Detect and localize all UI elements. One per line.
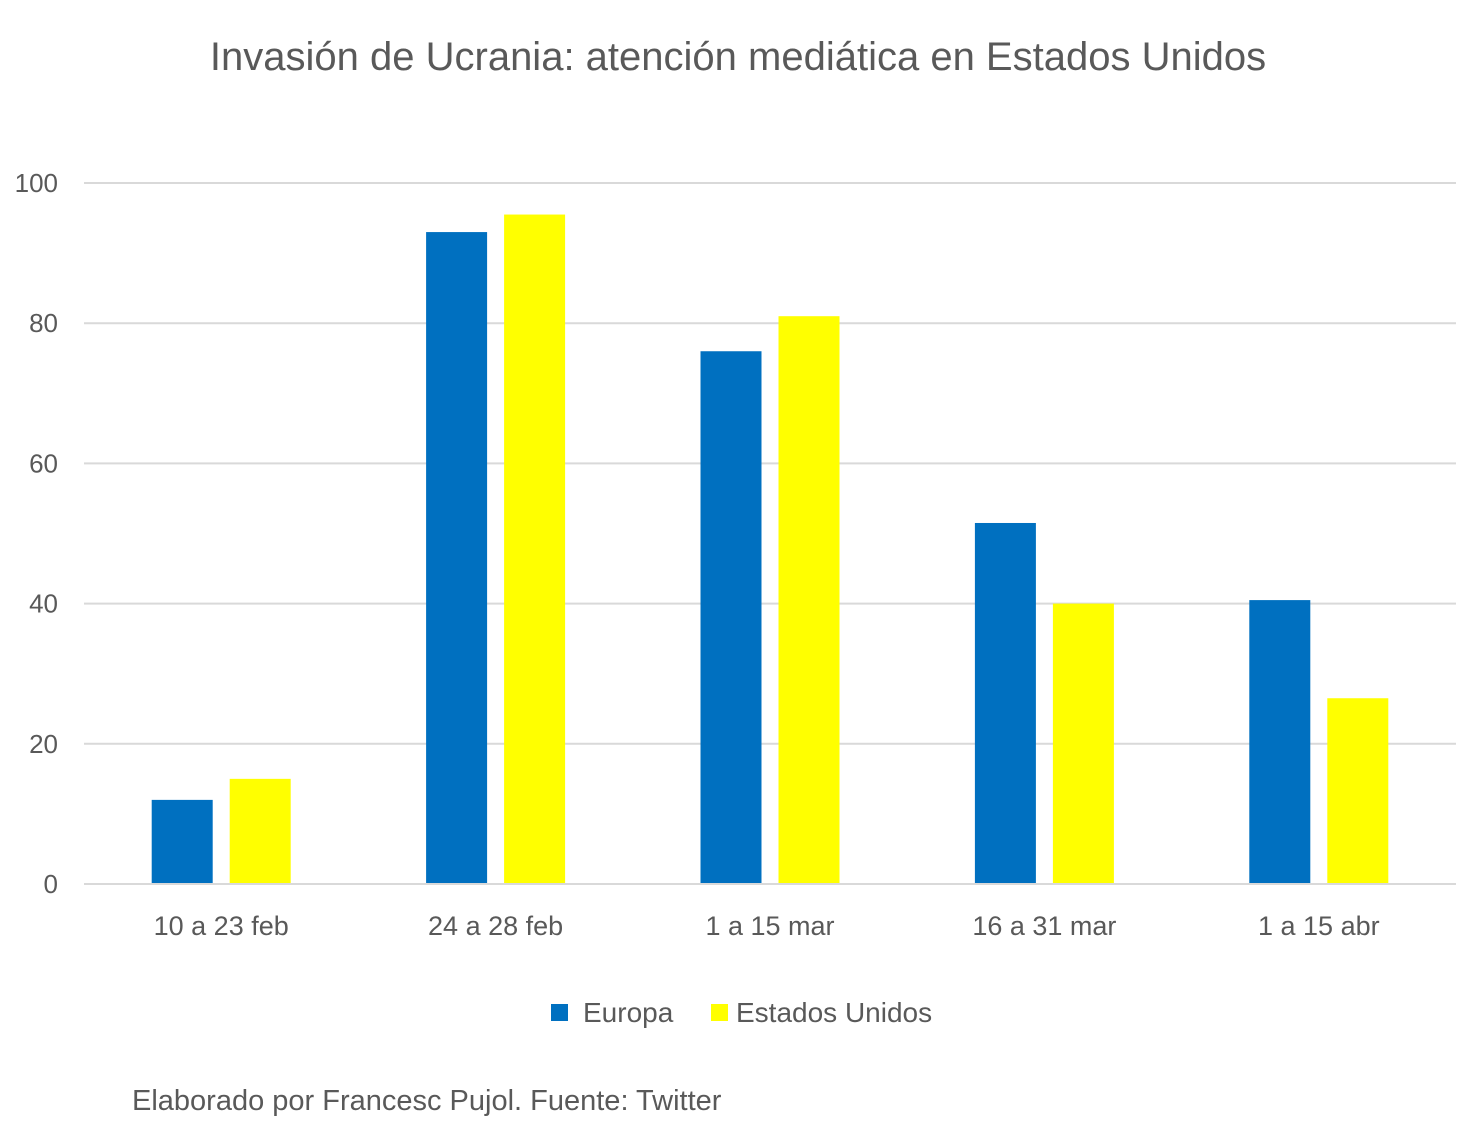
- legend-swatch: [551, 1004, 568, 1021]
- y-axis: 0 20 40 60 80 100: [15, 168, 58, 899]
- bar-europa: [1249, 600, 1311, 884]
- source-note: Elaborado por Francesc Pujol. Fuente: Tw…: [132, 1085, 722, 1117]
- y-tick-label: 40: [29, 589, 58, 619]
- y-tick-label: 60: [29, 448, 58, 478]
- bars: [151, 214, 1389, 885]
- legend-label: Estados Unidos: [736, 997, 932, 1028]
- x-tick-label: 10 a 23 feb: [154, 911, 289, 941]
- legend-swatch: [711, 1004, 728, 1021]
- bar-estados-unidos: [229, 778, 291, 884]
- bar-estados-unidos: [778, 316, 840, 884]
- y-tick-label: 80: [29, 308, 58, 338]
- x-tick-label: 24 a 28 feb: [428, 911, 563, 941]
- bar-europa: [151, 799, 213, 884]
- y-tick-label: 100: [15, 168, 58, 198]
- chart-title: Invasión de Ucrania: atención mediática …: [210, 35, 1266, 79]
- x-axis: 10 a 23 feb 24 a 28 feb 1 a 15 mar 16 a 31 …: [84, 883, 1456, 941]
- y-tick-label: 0: [44, 869, 58, 899]
- bar-europa: [974, 522, 1036, 884]
- bar-estados-unidos: [1327, 698, 1389, 884]
- legend: Europa Estados Unidos: [551, 997, 932, 1028]
- bar-europa: [426, 232, 488, 884]
- x-tick-label: 16 a 31 mar: [972, 911, 1116, 941]
- x-tick-label: 1 a 15 mar: [705, 911, 834, 941]
- bar-estados-unidos: [504, 214, 566, 885]
- bar-estados-unidos: [1052, 603, 1114, 884]
- x-tick-label: 1 a 15 abr: [1258, 911, 1380, 941]
- legend-label: Europa: [583, 997, 674, 1028]
- y-tick-label: 20: [29, 729, 58, 759]
- bar-europa: [700, 351, 762, 884]
